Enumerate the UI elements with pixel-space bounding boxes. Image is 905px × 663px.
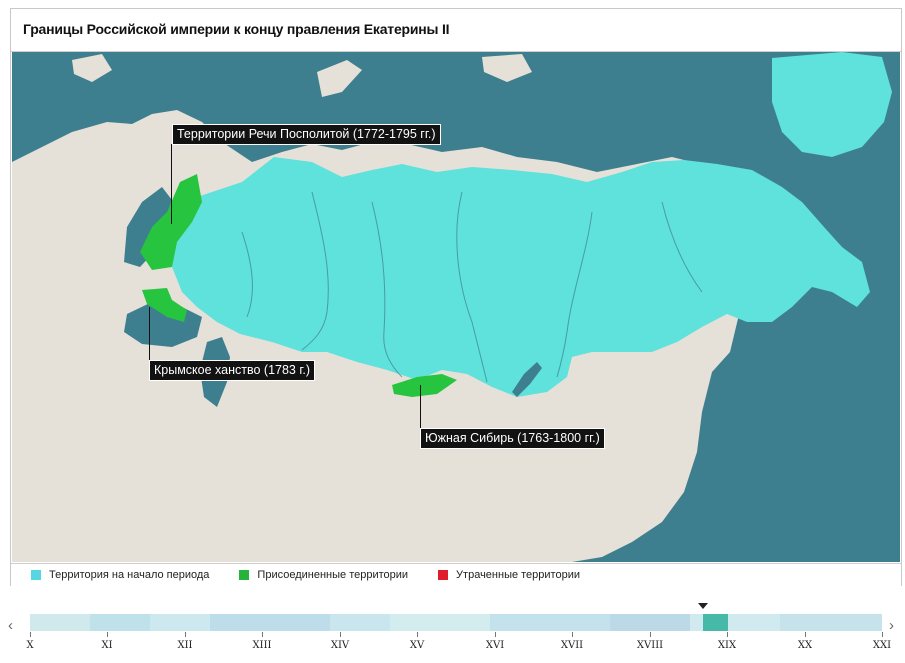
timeline-century-label[interactable]: XI	[101, 640, 113, 651]
timeline-tick	[805, 632, 806, 637]
timeline-tick	[30, 632, 31, 637]
map-view[interactable]: Территории Речи Посполитой (1772-1795 гг…	[12, 52, 900, 562]
timeline-tick	[727, 632, 728, 637]
legend-label-lost: Утраченные территории	[456, 569, 580, 581]
timeline-tick	[262, 632, 263, 637]
timeline-century-label[interactable]: XIV	[330, 640, 350, 651]
timeline-marker[interactable]	[698, 603, 708, 609]
legend: Территория на начало периода Присоединен…	[11, 563, 901, 586]
timeline-century-label[interactable]: XVII	[560, 640, 584, 651]
timeline-tick	[882, 632, 883, 637]
label-rzeczpospolita[interactable]: Территории Речи Посполитой (1772-1795 гг…	[172, 124, 441, 145]
timeline-tick	[572, 632, 573, 637]
arctic-islands	[482, 54, 532, 82]
timeline-active-period[interactable]	[703, 614, 728, 631]
chevron-right-icon[interactable]: ›	[889, 617, 894, 634]
legend-item-lost: Утраченные территории	[438, 569, 580, 581]
legend-label-initial: Территория на начало периода	[49, 569, 210, 581]
timeline-tick	[185, 632, 186, 637]
timeline-century-label[interactable]: XX	[797, 640, 813, 651]
timeline-century-label[interactable]: XIX	[717, 640, 737, 651]
chukotka-territory	[772, 52, 892, 157]
legend-swatch-lost	[438, 570, 449, 580]
annexed-crimea	[142, 288, 187, 322]
timeline-century-label[interactable]: XVI	[485, 640, 505, 651]
timeline-tick	[417, 632, 418, 637]
leader-crimea	[149, 307, 150, 372]
timeline-tick	[495, 632, 496, 637]
page-title: Границы Российской империи к концу правл…	[23, 21, 450, 37]
timeline-century-label[interactable]: XXI	[872, 640, 892, 651]
timeline-century-label[interactable]: X	[26, 640, 34, 651]
empire-territory	[172, 157, 870, 397]
lake-baikal	[512, 362, 542, 397]
timeline-century-label[interactable]: XII	[177, 640, 193, 651]
leader-rzeczpospolita	[171, 144, 172, 224]
annexed-south-siberia	[392, 374, 457, 397]
rivers	[241, 191, 703, 383]
novaya-zemlya	[317, 60, 362, 97]
timeline-track[interactable]	[30, 614, 882, 631]
baltic-sea	[124, 187, 172, 267]
svalbard	[72, 54, 112, 82]
legend-swatch-initial	[31, 570, 41, 580]
kamchatka-territory	[767, 222, 797, 307]
timeline-tick	[340, 632, 341, 637]
title-bar: Границы Российской империи к концу правл…	[11, 9, 901, 52]
leader-south-siberia	[420, 385, 421, 435]
timeline-tick	[107, 632, 108, 637]
legend-item-initial: Территория на начало периода	[31, 569, 209, 581]
legend-item-annexed: Присоединенные территории	[239, 569, 408, 581]
timeline-century-label[interactable]: XIII	[252, 640, 272, 651]
chevron-left-icon[interactable]: ‹	[8, 617, 13, 634]
timeline-century-label[interactable]: XV	[409, 640, 425, 651]
label-crimea[interactable]: Крымское ханство (1783 г.)	[149, 360, 316, 381]
legend-swatch-annexed	[239, 570, 250, 580]
map-canvas	[12, 52, 900, 562]
timeline-century-label[interactable]: XVIII	[636, 640, 664, 651]
legend-label-annexed: Присоединенные территории	[257, 569, 409, 581]
timeline-tick	[650, 632, 651, 637]
map-panel: Границы Российской империи к концу правл…	[10, 8, 902, 586]
label-south-siberia[interactable]: Южная Сибирь (1763-1800 гг.)	[420, 428, 605, 449]
